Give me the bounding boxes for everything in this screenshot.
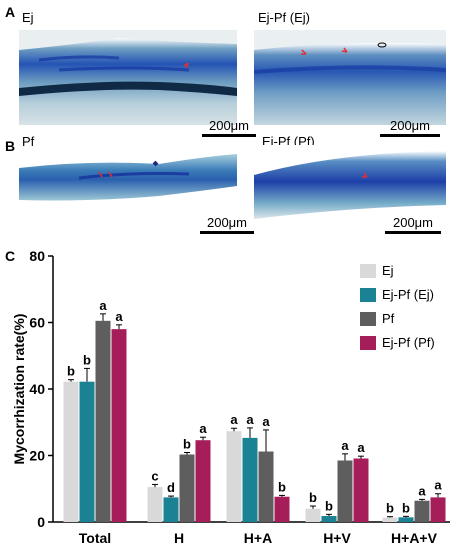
- legend-label: Ej-Pf (Pf): [382, 335, 435, 350]
- bar: [147, 487, 163, 522]
- scale-bar-b-left: 200μm: [200, 215, 254, 234]
- panel-letter-c: C: [5, 248, 16, 264]
- legend-swatch: [360, 288, 376, 302]
- bar: [163, 497, 179, 522]
- micrograph-ej: [19, 30, 237, 125]
- x-tick-label: H+A: [244, 530, 272, 546]
- legend-label: Ej: [382, 263, 394, 278]
- photo-label-pf: Pf: [22, 134, 35, 149]
- micrograph-ej-pf-ej: [254, 30, 446, 125]
- x-tick-label: H+V: [323, 530, 351, 546]
- bar: [353, 458, 369, 522]
- significance-letter: a: [262, 414, 270, 429]
- bar: [258, 451, 274, 522]
- significance-letter: b: [325, 498, 333, 513]
- bar: [179, 454, 195, 522]
- micrograph-pf: [19, 150, 237, 210]
- y-tick-label: 80: [29, 248, 45, 264]
- significance-letter: a: [357, 440, 365, 455]
- bar: [321, 516, 337, 522]
- significance-letter: b: [83, 352, 91, 367]
- legend-swatch: [360, 264, 376, 278]
- scale-bar-a-right: 200μm: [380, 118, 440, 137]
- mycorrhization-bar-chart: 0 20 40 60 80 Mycorrhization rate(%) Total H H+A…: [11, 248, 450, 546]
- y-tick-label: 0: [37, 514, 45, 530]
- significance-letter: d: [167, 480, 175, 495]
- y-tick-label: 60: [29, 315, 45, 331]
- significance-letter: c: [151, 468, 158, 483]
- significance-letter: b: [67, 364, 75, 379]
- panel-letter-b: B: [5, 138, 16, 154]
- bar: [305, 508, 321, 522]
- x-tick-label: H: [174, 530, 184, 546]
- significance-letter: a: [115, 309, 123, 324]
- significance-letter: a: [246, 412, 254, 427]
- photo-label-ej-pf-ej: Ej-Pf (Ej): [258, 10, 310, 25]
- bar: [430, 497, 446, 522]
- significance-letter: a: [418, 483, 426, 498]
- significance-letter: b: [278, 479, 286, 494]
- scale-bar-label: 200μm: [208, 118, 249, 133]
- photo-label-ej: Ej: [22, 10, 34, 25]
- bar: [337, 460, 353, 522]
- significance-letter: a: [199, 421, 207, 436]
- legend-swatch: [360, 312, 376, 326]
- bar: [398, 517, 414, 522]
- legend-label: Ej-Pf (Ej): [382, 287, 434, 302]
- scale-bar-label: 200μm: [392, 215, 433, 230]
- y-tick-label: 20: [29, 448, 45, 464]
- bar: [63, 381, 79, 522]
- bar: [414, 500, 430, 522]
- bar: [382, 517, 398, 522]
- panel-letter-a: A: [5, 4, 16, 20]
- micrograph-ej-pf-pf: [254, 145, 446, 225]
- legend-swatch: [360, 336, 376, 350]
- scale-bar-label: 200μm: [389, 118, 430, 133]
- scale-bar-label: 200μm: [206, 215, 247, 230]
- significance-letter: a: [230, 412, 238, 427]
- bar: [79, 381, 95, 522]
- significance-letter: a: [341, 438, 349, 453]
- bar: [242, 437, 258, 522]
- y-axis-label: Mycorrhization rate(%): [11, 314, 27, 465]
- bar: [226, 431, 242, 522]
- bar: [195, 440, 211, 522]
- legend-label: Pf: [382, 311, 395, 326]
- significance-letter: b: [309, 490, 317, 505]
- bar: [111, 329, 127, 522]
- scale-bar-b-right: 200μm: [385, 215, 441, 234]
- bar: [274, 496, 290, 522]
- x-tick-label: H+A+V: [391, 530, 438, 546]
- y-tick-label: 40: [29, 381, 45, 397]
- significance-letter: b: [183, 437, 191, 452]
- scale-bar-a-left: 200μm: [202, 118, 256, 137]
- significance-letter: b: [386, 501, 394, 516]
- significance-letter: a: [434, 478, 442, 493]
- x-tick-label: Total: [79, 530, 111, 546]
- significance-letter: b: [402, 500, 410, 515]
- bar: [95, 320, 111, 522]
- significance-letter: a: [99, 298, 107, 313]
